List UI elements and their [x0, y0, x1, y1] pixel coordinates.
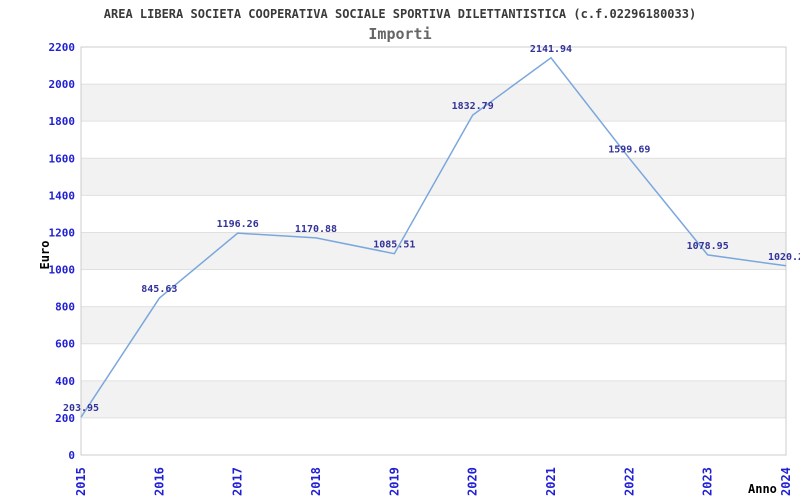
plot-frame: [80, 46, 787, 456]
x-tick-label: 2015: [74, 467, 88, 496]
data-point-label: 1170.88: [295, 224, 337, 235]
x-tick-label: 2021: [544, 467, 558, 496]
x-tick-label: 2019: [387, 467, 401, 496]
grid-band: [81, 232, 786, 270]
y-tick-label: 0: [68, 449, 75, 462]
grid-band: [81, 306, 786, 344]
data-point-label: 1832.79: [452, 101, 494, 112]
data-point-label: 1085.51: [373, 240, 415, 251]
data-point-label: 1020.2: [768, 252, 800, 263]
data-point-label: 1196.26: [217, 219, 259, 230]
x-tick-label: 2016: [152, 467, 166, 496]
x-tick-label: 2024: [779, 467, 793, 496]
x-tick-label: 2023: [701, 467, 715, 496]
y-tick-label: 800: [55, 301, 75, 314]
y-tick-label: 200: [55, 412, 75, 425]
grid-band: [81, 158, 786, 196]
y-tick-label: 2200: [49, 41, 76, 54]
x-tick-label: 2020: [466, 467, 480, 496]
x-tick-label: 2017: [231, 467, 245, 496]
data-point-label: 1599.69: [608, 144, 650, 155]
grid-band: [81, 380, 786, 418]
data-point-label: 2141.94: [530, 44, 572, 55]
y-tick-label: 400: [55, 375, 75, 388]
chart-title: AREA LIBERA SOCIETA COOPERATIVA SOCIALE …: [103, 7, 697, 21]
series-line: [80, 56, 787, 418]
data-point-label: 845.63: [141, 284, 177, 295]
chart-subtitle: Importi: [368, 25, 432, 43]
data-point-label: 203.95: [63, 403, 99, 414]
y-tick-label: 1400: [49, 189, 76, 202]
grid-band: [81, 84, 786, 122]
x-tick-label: 2022: [622, 467, 636, 496]
y-tick-label: 1600: [49, 152, 76, 165]
x-tick-label: 2018: [309, 467, 323, 496]
y-tick-label: 1000: [49, 264, 76, 277]
y-tick-label: 600: [55, 338, 75, 351]
y-tick-label: 1200: [49, 226, 76, 239]
data-point-label: 1078.95: [687, 241, 729, 252]
y-tick-label: 1800: [49, 115, 76, 128]
y-tick-label: 2000: [49, 78, 76, 91]
x-axis-title: Anno: [748, 482, 777, 496]
